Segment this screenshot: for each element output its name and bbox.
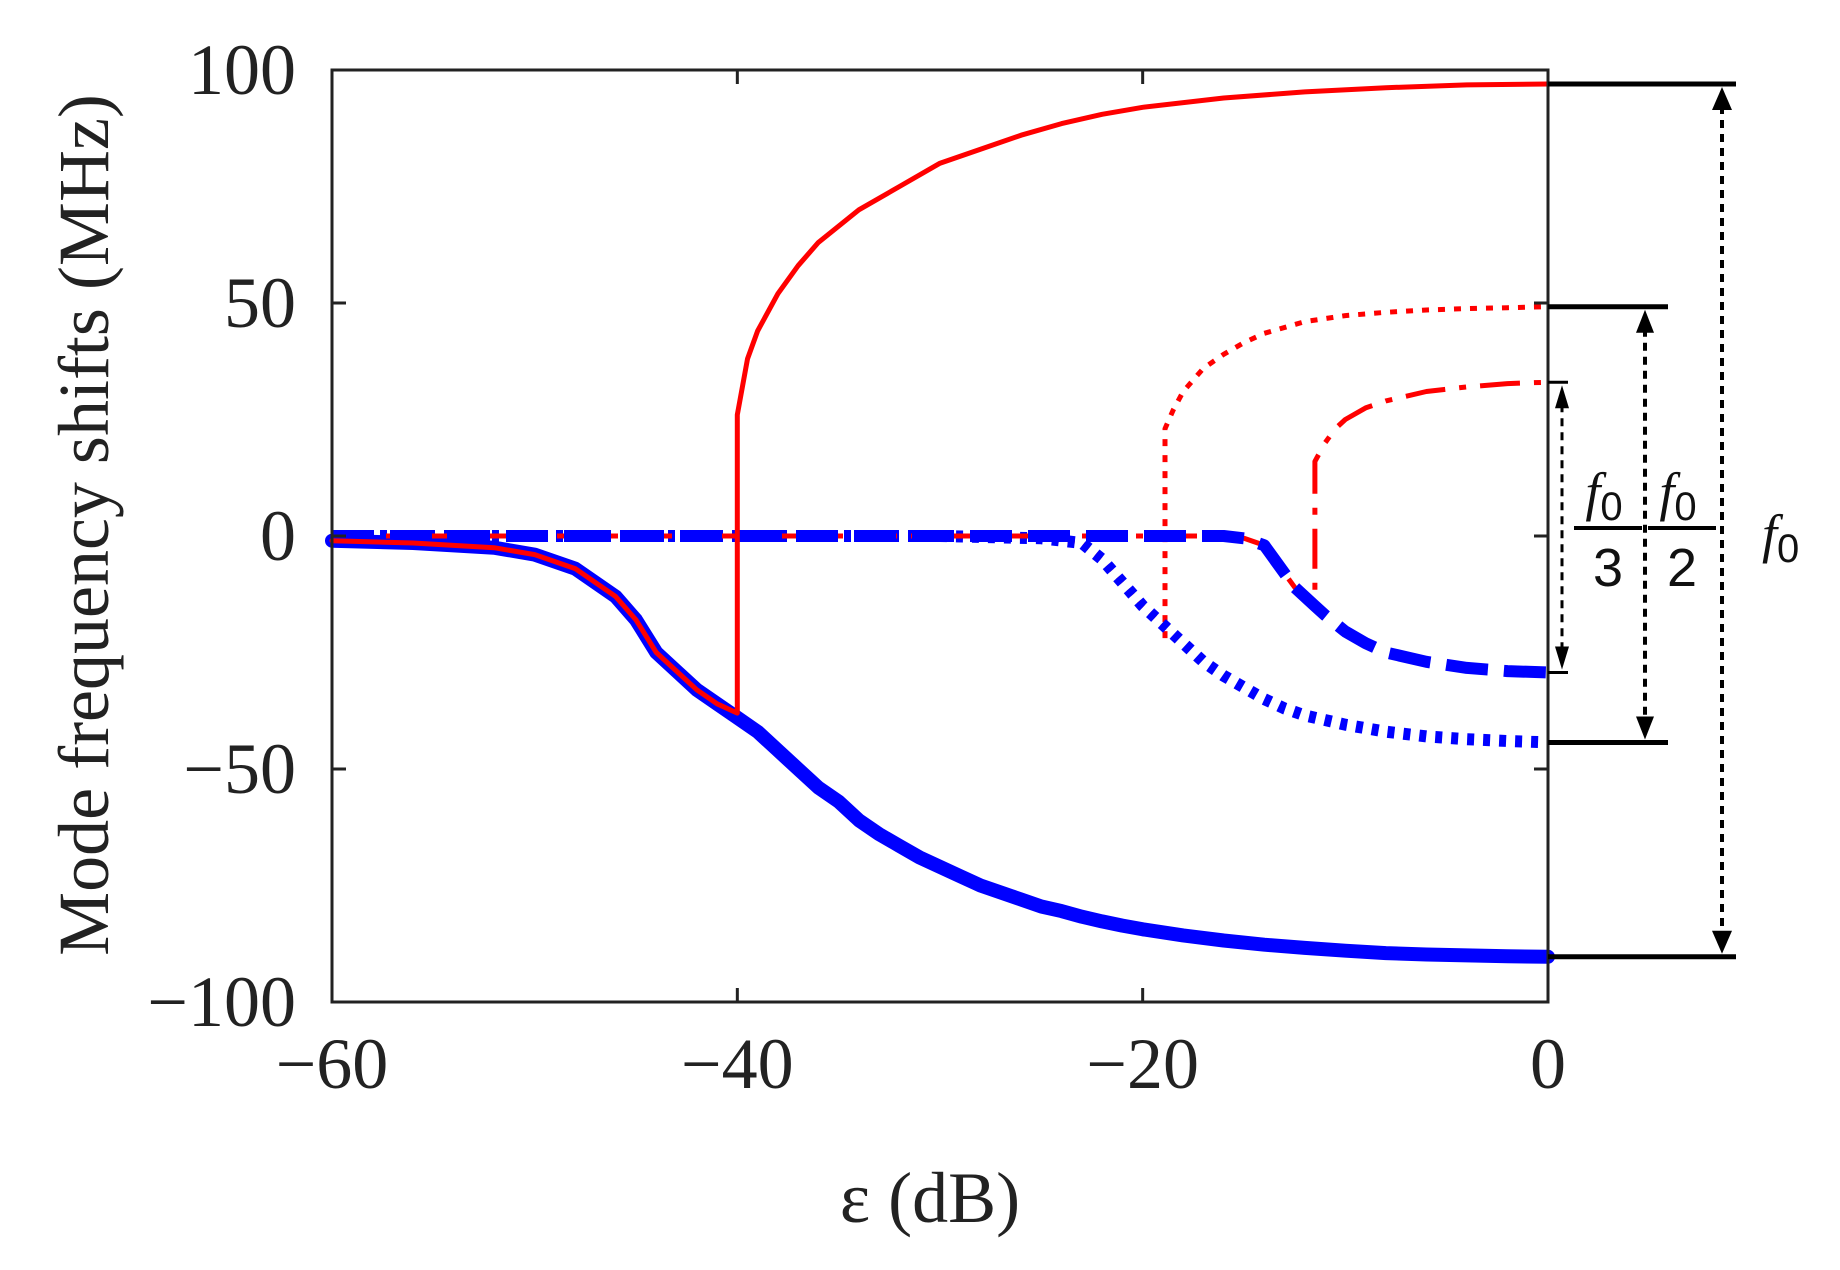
ticks-layer: −60 −40 −20 0 −100 −50 0 50 100 [147,30,1566,1104]
x-tick-label: 0 [1530,1024,1566,1104]
curves-layer [325,81,1555,964]
x-axis-label: ε (dB) [840,1158,1020,1238]
x-tick-label: −40 [681,1024,794,1104]
arrow-head-down [1636,716,1654,740]
series-dashed-blue-line [332,530,1549,679]
fraction-denominator: 2 [1667,538,1697,598]
y-tick-label: 0 [260,496,296,576]
series-dotted-blue-line [332,530,1549,749]
annotations-layer: f0 3 f0 2 f0 [1548,81,1799,960]
y-axis-label: Mode frequency shifts (MHz) [44,94,124,956]
series-solid-red-line [329,81,1551,716]
f0-label: f0 [1762,504,1799,571]
fraction-numerator: f0 [1659,462,1696,529]
fraction-denominator: 3 [1593,538,1623,598]
arrow-head-up [1636,309,1654,333]
y-tick-label: 50 [224,263,296,343]
series-dotted-red-line [332,304,1549,641]
arrow-head-down [1712,930,1732,954]
fraction-numerator: f0 [1585,462,1622,529]
series-solid-blue-line [325,533,1555,964]
arrow-head-down [1555,646,1569,670]
x-tick-label: −20 [1086,1024,1199,1104]
y-tick-label: −100 [147,962,296,1042]
arrow-head-up [1555,385,1569,409]
series-dashdot-red-line [332,379,1549,609]
x-tick-label: −60 [276,1024,389,1104]
arrow-head-up [1712,86,1732,110]
y-tick-label: 100 [188,30,296,110]
y-tick-label: −50 [183,729,296,809]
